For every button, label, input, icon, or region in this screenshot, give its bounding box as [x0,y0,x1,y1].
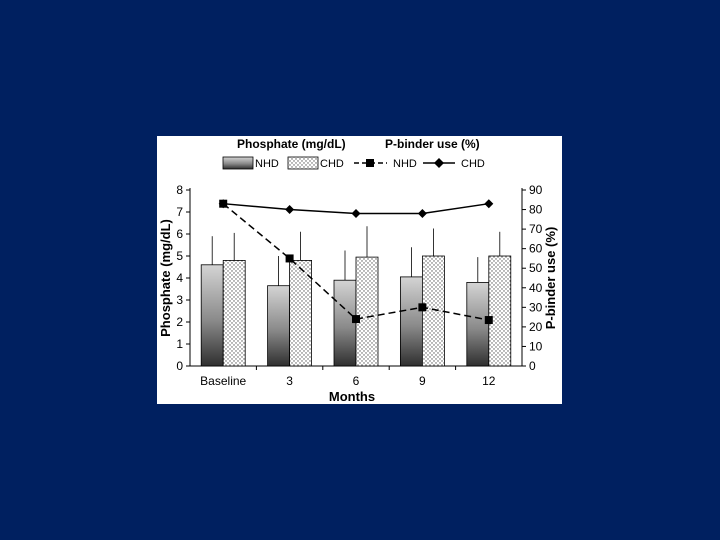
y-left-tick-label: 4 [176,271,183,285]
y-left-tick-label: 6 [176,227,183,241]
point-diamond-chd [218,199,228,209]
y-left-tick-label: 0 [176,359,183,373]
x-tick-label: 3 [286,374,293,388]
bar-chd [222,260,246,367]
legend-label-chd-bar: CHD [320,158,344,170]
bar-nhd [267,285,290,367]
legend-label-nhd-line: NHD [393,158,417,170]
bar-nhd [399,276,423,367]
point-diamond-chd [484,199,494,209]
legend-header-lines: P-binder use (%) [385,137,480,151]
point-diamond-chd [417,208,427,218]
y-right-tick-label: 60 [529,242,543,256]
y-left-tick-label: 5 [176,249,183,263]
bar-chd [355,256,379,367]
y-right-tick-label: 0 [529,359,536,373]
bar-nhd [466,281,490,367]
y-right-tick-label: 80 [529,203,543,217]
legend-label-nhd-bar: NHD [255,158,279,170]
y-right-tick-label: 20 [529,320,543,334]
bar-chd [488,255,512,367]
bar-nhd [333,279,357,367]
point-square-nhd [418,303,427,312]
x-tick-label: 6 [353,374,360,388]
point-square-nhd [285,254,294,263]
y-left-tick-label: 2 [176,315,183,329]
y-right-tick-label: 50 [529,261,543,275]
legend-swatch-nhd-bar [222,156,254,170]
chart-panel: Phosphate (mg/dL) P-binder use (%) NHD C… [157,136,562,404]
point-diamond-chd [351,208,361,218]
y-left-tick-label: 7 [176,205,183,219]
y-right-tick-label: 40 [529,281,543,295]
y-right-tick-label: 70 [529,222,543,236]
y-axis-right-title: P-binder use (%) [543,227,558,330]
y-right-tick-label: 30 [529,300,543,314]
point-square-nhd [484,316,493,325]
legend: Phosphate (mg/dL) P-binder use (%) NHD C… [222,137,485,170]
legend-marker-diamond-icon [434,158,444,168]
y-left-tick-label: 8 [176,183,183,197]
legend-label-chd-line: CHD [461,158,485,170]
phosphate-chart: Phosphate (mg/dL) P-binder use (%) NHD C… [158,137,558,404]
line-nhd [222,203,489,321]
legend-swatch-chd-bar [287,156,319,170]
x-tick-label: Baseline [200,374,246,388]
legend-header-bars: Phosphate (mg/dL) [237,137,346,151]
bar-nhd [200,264,224,367]
chart-marks [200,199,512,367]
x-tick-label: 12 [482,374,496,388]
x-axis-title: Months [329,389,375,404]
y-axis-left-title: Phosphate (mg/dL) [158,219,173,337]
point-square-nhd [352,315,360,324]
y-left-tick-label: 3 [176,293,183,307]
point-diamond-chd [285,205,295,215]
y-left-tick-label: 1 [176,337,183,351]
x-tick-label: 9 [419,374,426,388]
y-right-tick-label: 90 [529,183,543,197]
y-right-tick-label: 10 [529,339,543,353]
legend-marker-square-icon [366,159,374,167]
